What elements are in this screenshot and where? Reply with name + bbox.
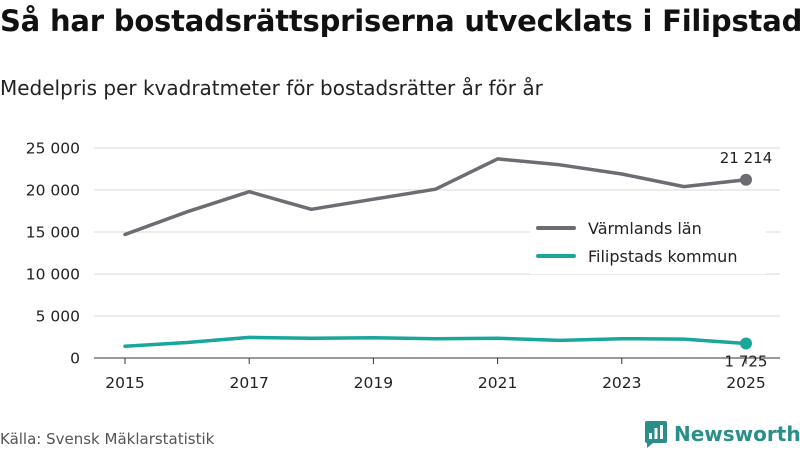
legend-item-filipstads-kommun: Filipstads kommun xyxy=(536,244,737,268)
source-note: Källa: Svensk Mäklarstatistik xyxy=(0,430,215,448)
end-value-label: 1 725 xyxy=(725,353,768,371)
brand-logo: Newsworthy xyxy=(644,420,800,448)
series-end-marker xyxy=(740,173,752,186)
brand-name: Newsworthy xyxy=(674,422,800,446)
legend-label-filipstads-kommun: Filipstads kommun xyxy=(588,246,738,266)
series-lines xyxy=(123,157,752,350)
legend: Värmlands län Filipstads kommun xyxy=(530,210,766,274)
legend-swatch-filipstads-kommun xyxy=(536,254,576,258)
series-line-varmlands-lan xyxy=(123,157,748,237)
y-tick-label: 10 000 xyxy=(26,266,80,284)
legend-swatch-varmlands-lan xyxy=(536,226,576,230)
newsworthy-logo-icon xyxy=(645,421,667,448)
series-end-marker xyxy=(740,337,752,350)
x-tick-label: 2017 xyxy=(229,374,268,392)
y-tick-label: 0 xyxy=(70,350,80,368)
y-tick-label: 15 000 xyxy=(26,224,80,242)
y-tick-label: 20 000 xyxy=(26,182,80,200)
chart-title: Så har bostadsrättspriserna utvecklats i… xyxy=(0,4,800,38)
end-value-label: 21 214 xyxy=(720,149,773,167)
x-tick-label: 2025 xyxy=(726,374,765,392)
axes: 0 5 000 10 000 15 000 20 000 25 000 2015 2017 20… xyxy=(26,140,780,392)
chart-subtitle: Medelpris per kvadratmeter för bostadsrä… xyxy=(0,76,543,100)
x-tick-label: 2019 xyxy=(354,374,393,392)
data-labels: 21 214 1 725 xyxy=(720,149,773,371)
y-tick-label: 25 000 xyxy=(26,140,80,158)
y-tick-label: 5 000 xyxy=(36,308,80,326)
x-tick-label: 2023 xyxy=(602,374,641,392)
legend-label-varmlands-lan: Värmlands län xyxy=(588,218,702,238)
series-line-filipstads-kommun xyxy=(123,335,748,348)
x-tick-label: 2015 xyxy=(105,374,144,392)
x-tick-label: 2021 xyxy=(478,374,517,392)
legend-item-varmlands-lan: Värmlands län xyxy=(536,216,702,240)
